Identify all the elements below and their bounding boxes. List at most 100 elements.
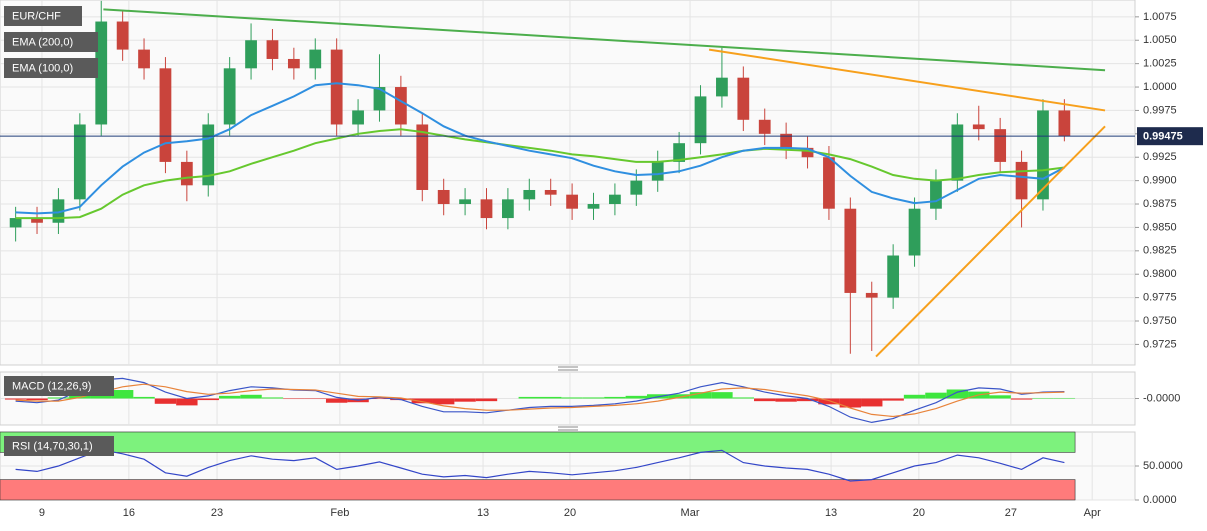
x-tick-label: 13 <box>825 507 837 519</box>
macd-histogram-bar <box>368 398 391 400</box>
macd-histogram-bar <box>154 398 177 404</box>
candle-body <box>480 199 493 219</box>
y-tick-label: 50.0000 <box>1143 460 1183 472</box>
macd-line <box>15 377 1065 424</box>
y-tick-label: 0.0000 <box>1143 494 1177 506</box>
candle-body <box>609 194 621 205</box>
x-tick-label: 20 <box>913 507 925 519</box>
macd-histogram-bar <box>26 398 48 401</box>
macd-histogram-bar <box>882 398 904 401</box>
candle-body <box>309 49 322 69</box>
candle-body <box>651 161 664 181</box>
macd-histogram-bar <box>1032 397 1054 399</box>
macd-histogram-bar <box>111 390 134 399</box>
macd-histogram-bar <box>133 396 155 399</box>
trendline <box>708 48 1106 112</box>
candle-body <box>245 40 257 69</box>
plot: 9 16 23 Feb 13 20 Mar 13 20 27 Apr 0.9725 0.9750 0.97… <box>0 0 1203 519</box>
candle-body <box>287 58 300 69</box>
y-tick-label: 0.9825 <box>1143 245 1177 257</box>
macd-histogram-bar <box>903 394 926 399</box>
candle-body <box>202 124 215 186</box>
candle-body <box>865 292 878 298</box>
macd-histogram-bar <box>818 398 840 405</box>
signal-line <box>15 383 1065 418</box>
macd-histogram-bar <box>946 389 969 399</box>
legend-box <box>4 58 98 78</box>
trendline <box>875 125 1106 358</box>
candle-body <box>394 87 407 125</box>
candle-body <box>31 218 43 223</box>
candle-body <box>972 124 985 130</box>
x-tick-label: 27 <box>1005 507 1017 519</box>
trendlines <box>103 8 1106 358</box>
macd-histogram-bar <box>325 398 348 403</box>
rsi-title: RSI (14,70,30,1) <box>12 440 93 452</box>
macd-histogram-bar <box>518 396 540 399</box>
separator-handle <box>558 366 578 431</box>
macd-histogram-bar <box>754 398 776 402</box>
macd-histogram-bar <box>582 397 605 399</box>
candle-body <box>523 189 536 200</box>
macd-histogram-bar <box>261 397 284 399</box>
y-tick-label: 0.9850 <box>1143 221 1177 233</box>
x-tick-label: Apr <box>1084 507 1101 519</box>
trendline <box>103 8 1106 72</box>
y-tick-label: 0.9875 <box>1143 198 1177 210</box>
macd-histogram-bar <box>561 397 583 399</box>
macd-histogram-bar <box>432 398 455 405</box>
x-tick-label: Feb <box>330 507 349 519</box>
macd-histogram-bar <box>604 396 626 399</box>
candle-body <box>1015 161 1028 200</box>
macd-histogram-bar <box>711 392 733 399</box>
macd-histogram-bar <box>539 396 562 399</box>
candle-body <box>266 40 279 59</box>
legend-symbol: EUR/CHF <box>12 10 61 22</box>
candle-body <box>930 180 942 209</box>
macd-histogram-bar <box>240 394 262 399</box>
candle-body <box>694 96 707 144</box>
macd-histogram-bar <box>283 398 305 400</box>
legend-box <box>4 32 98 52</box>
y-tick-label: 0.9800 <box>1143 268 1177 280</box>
candle-body <box>373 87 386 111</box>
x-tick-label: Mar <box>681 507 700 519</box>
legend-box <box>4 436 114 456</box>
y-tick-label: 0.9750 <box>1143 315 1177 327</box>
candle-body <box>159 68 172 162</box>
candle-body <box>180 161 193 186</box>
macd-title: MACD (12,26,9) <box>12 380 91 392</box>
y-tick-label: 0.9975 <box>1143 104 1177 116</box>
y-tick-label: 0.9925 <box>1143 151 1177 163</box>
candle-body <box>566 194 578 209</box>
y-tick-label: 0.9775 <box>1143 292 1177 304</box>
macd-histogram-bar <box>1053 397 1076 399</box>
ema-line <box>15 82 1065 215</box>
candle-body <box>116 21 129 50</box>
macd-histogram-bar <box>732 397 755 399</box>
candle-body <box>908 208 921 256</box>
y-tick-label: 1.0050 <box>1143 34 1177 46</box>
rsi-oversold-zone <box>0 479 1076 501</box>
candle-body <box>223 68 236 125</box>
main-panel <box>0 0 1136 366</box>
candle-body <box>52 199 65 223</box>
candle-body <box>459 199 471 205</box>
macd-histogram-bar <box>625 395 648 399</box>
candle-body <box>844 208 857 293</box>
legend-ema200: EMA (200,0) <box>12 36 73 48</box>
legend-box <box>4 6 82 26</box>
macd-histogram-bar <box>304 398 326 400</box>
candle-body <box>1058 110 1071 137</box>
candle-body <box>502 199 514 219</box>
macd-histogram-bar <box>411 398 433 404</box>
candle-body <box>673 143 686 162</box>
candle-body <box>1037 110 1049 200</box>
x-tick-label: 16 <box>123 507 135 519</box>
candle-body <box>716 77 728 97</box>
macd-histogram-bar <box>689 392 712 399</box>
candle-body <box>801 147 814 158</box>
candle-body <box>437 189 450 205</box>
y-tick-label: 0.9725 <box>1143 338 1177 350</box>
